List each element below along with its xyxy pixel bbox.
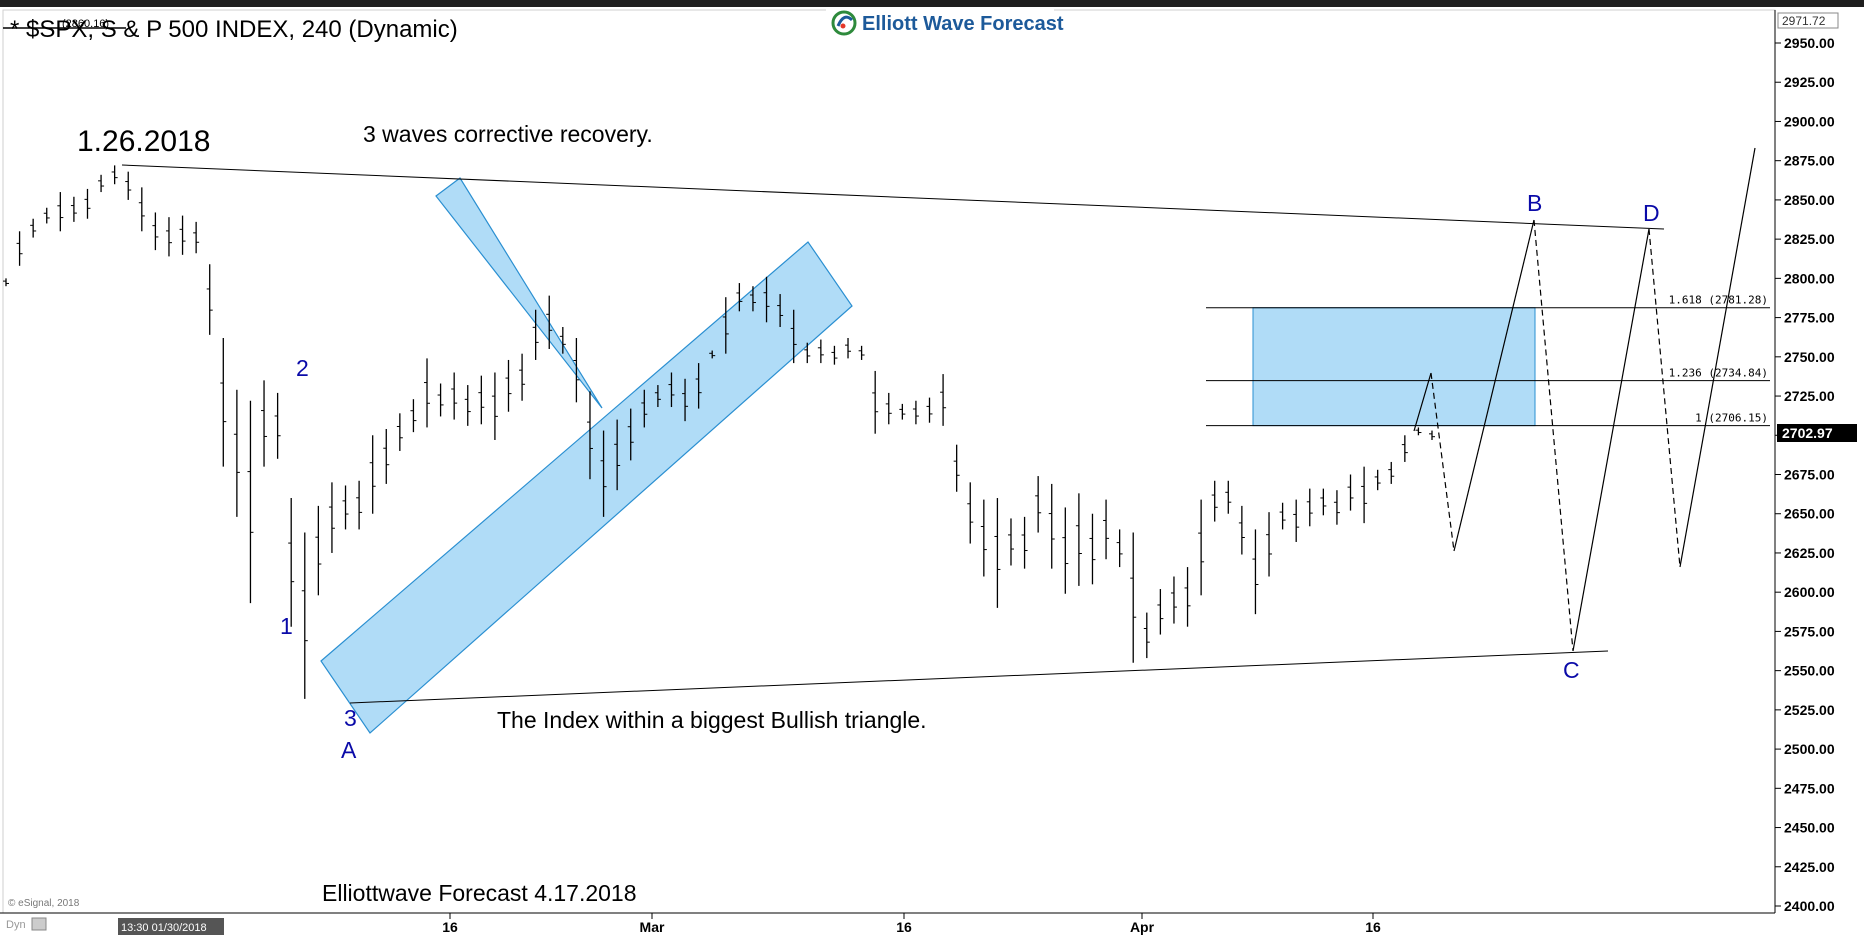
y-tick-label: 2750.00 (1784, 349, 1835, 365)
bottom-axis-panel (0, 913, 1864, 941)
date-label: 1.26.2018 (77, 125, 210, 158)
logo: Elliott Wave Forecast (826, 8, 1064, 38)
y-tick-label: 2425.00 (1784, 859, 1835, 875)
right-axis-panel (1775, 10, 1864, 913)
y-tick-label: 2575.00 (1784, 623, 1835, 639)
x-tick-label: 16 (1365, 919, 1381, 935)
scroll-toggle-button[interactable] (31, 917, 47, 931)
y-tick-label: 2525.00 (1784, 702, 1835, 718)
projection-to-C (1533, 219, 1574, 652)
triangle-lower-line (349, 650, 1609, 704)
x-tick-label: Mar (640, 919, 665, 935)
rising-channel (320, 241, 853, 734)
svg-text:2971.72: 2971.72 (1782, 14, 1826, 28)
y-tick-label: 2875.00 (1784, 153, 1835, 169)
wave-label-B: B (1527, 190, 1542, 216)
y-tick-label: 2450.00 (1784, 820, 1835, 836)
y-axis: 2950.00 2925.00 2900.00 2875.00 2850.00 2825.… (1775, 35, 1835, 914)
svg-text:2702.97: 2702.97 (1782, 425, 1833, 441)
triangle-upper-line (121, 164, 1665, 230)
annotation-shapes (121, 164, 1665, 734)
plot-frame (2, 9, 1776, 914)
x-axis: 16 Mar 16 Apr 16 (442, 913, 1381, 935)
y-tick-label: 2500.00 (1784, 741, 1835, 757)
y-tick-label: 2850.00 (1784, 192, 1835, 208)
y-tick-label: 2675.00 (1784, 467, 1835, 483)
y-tick-label: 2400.00 (1784, 898, 1835, 914)
y-tick-label: 2775.00 (1784, 310, 1835, 326)
wave-label-D: D (1643, 200, 1660, 226)
y-tick-label: 2475.00 (1784, 780, 1835, 796)
y-tick-label: 2950.00 (1784, 35, 1835, 51)
svg-text:13:30 01/30/2018: 13:30 01/30/2018 (121, 922, 207, 934)
x-tick-label: Apr (1130, 919, 1155, 935)
y-tick-label: 2925.00 (1784, 74, 1835, 90)
corrective-wedge (435, 177, 603, 409)
fib-label: 1 (2706.15) (1695, 412, 1768, 425)
y-tick-label: 2825.00 (1784, 231, 1835, 247)
top-border (0, 0, 1864, 7)
current-price-badge: 2702.97 (1777, 424, 1857, 442)
footer-note: Elliottwave Forecast 4.17.2018 (322, 880, 637, 906)
target-zone-box (1252, 307, 1536, 427)
y-tick-label: 2625.00 (1784, 545, 1835, 561)
fib-levels: 1.618 (2781.28) 1.236 (2734.84) 1 (2706.15… (1206, 294, 1770, 427)
y-tick-label: 2900.00 (1784, 113, 1835, 129)
wave-label-A: A (341, 737, 357, 763)
triangle-note: The Index within a biggest Bullish trian… (497, 707, 927, 733)
projection-to-E (1648, 228, 1681, 568)
fib-label: 1.618 (2781.28) (1669, 294, 1768, 307)
logo-icon (831, 10, 857, 36)
y-tick-label: 2600.00 (1784, 584, 1835, 600)
top-price-badge: 2971.72 (1777, 12, 1839, 29)
projection-to-B (1453, 219, 1535, 552)
price-bars (3, 165, 1435, 699)
y-tick-label: 2725.00 (1784, 388, 1835, 404)
projection-up-solid (1413, 372, 1432, 432)
projection-paths (1413, 147, 1756, 652)
title-value: (2860.16) (62, 18, 109, 30)
wave-label-3: 3 (344, 705, 357, 731)
wave-label-C: C (1563, 657, 1580, 683)
x-tick-label: 16 (442, 919, 458, 935)
projection-final-up (1679, 147, 1756, 568)
y-tick-label: 2650.00 (1784, 506, 1835, 522)
wave-label-2: 2 (296, 355, 309, 381)
projection-to-D (1572, 228, 1650, 652)
dyn-label: Dyn (6, 919, 26, 931)
fib-label: 1.236 (2734.84) (1669, 367, 1768, 380)
cursor-datetime-badge: 13:30 01/30/2018 (118, 918, 224, 935)
logo-text: Elliott Wave Forecast (862, 13, 1064, 35)
y-tick-label: 2550.00 (1784, 663, 1835, 679)
copyright: © eSignal, 2018 (8, 898, 80, 909)
corrective-note: 3 waves corrective recovery. (363, 121, 653, 147)
x-tick-label: 16 (896, 919, 912, 935)
y-tick-label: 2800.00 (1784, 270, 1835, 286)
wave-label-1: 1 (280, 613, 293, 639)
chart-title: * $SPX, S & P 500 INDEX, 240 (Dynamic) (10, 16, 458, 43)
